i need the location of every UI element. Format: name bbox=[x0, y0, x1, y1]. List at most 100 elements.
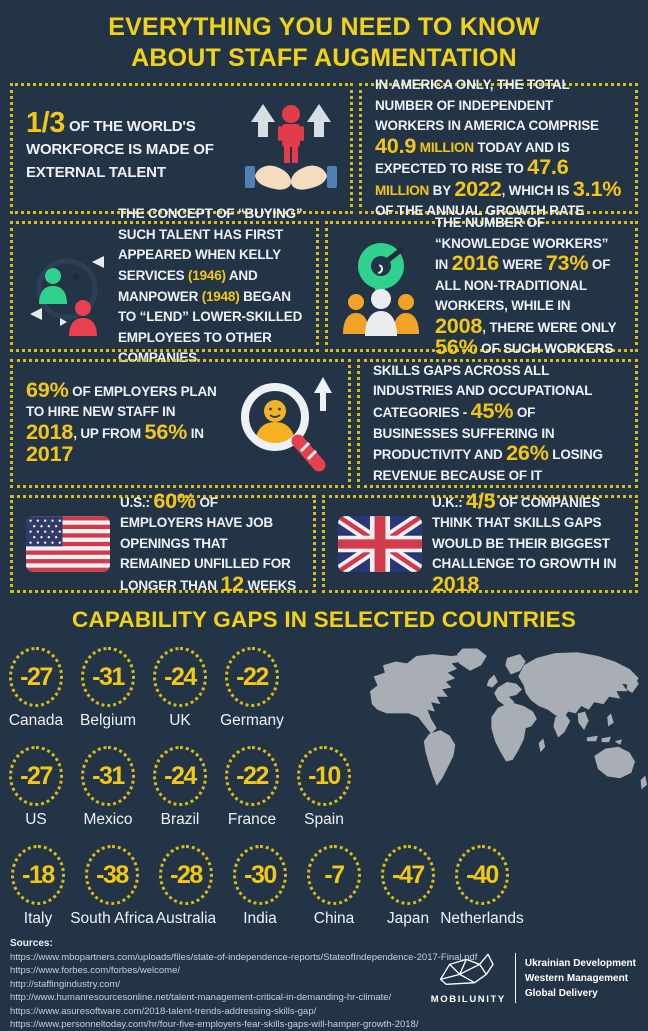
gap-value: -7 bbox=[324, 860, 345, 889]
gap-value: -22 bbox=[236, 761, 269, 790]
gap-circle: -22 bbox=[225, 647, 279, 707]
fact-us-job-openings-text: U.S.: 60% OF EMPLOYERS HAVE JOB OPENINGS… bbox=[120, 487, 297, 596]
gap-item-belgium: -31 Belgium bbox=[74, 647, 142, 730]
gap-circle: -31 bbox=[81, 647, 135, 707]
gap-country-label: Italy bbox=[23, 910, 53, 927]
gap-value: -30 bbox=[244, 860, 277, 889]
gap-country-label: Brazil bbox=[160, 811, 200, 828]
gap-value: -24 bbox=[164, 662, 197, 691]
page-title-line2: ABOUT STAFF AUGMENTATION bbox=[131, 44, 517, 72]
gap-value: -38 bbox=[96, 860, 129, 889]
gap-value: -10 bbox=[308, 761, 341, 790]
gap-country-label: Japan bbox=[386, 910, 430, 927]
gap-value: -31 bbox=[92, 662, 125, 691]
gap-circle: -10 bbox=[297, 746, 351, 806]
fact-hiring-plans-text: 69% OF EMPLOYERS PLAN TO HIRE NEW STAFF … bbox=[26, 376, 217, 466]
brand-logo-block: MOBILUNITY bbox=[431, 951, 506, 1005]
gap-item-us: -27 US bbox=[2, 746, 70, 829]
fact-independent-workers-text: IN AMERICA ONLY, THE TOTAL NUMBER OF IND… bbox=[375, 77, 622, 219]
magnifier-person-icon bbox=[241, 376, 332, 471]
fact-knowledge-workers: THE NUMBER OF “KNOWLEDGE WORKERS” IN 201… bbox=[325, 215, 638, 358]
gap-value: -27 bbox=[20, 761, 53, 790]
brand-tagline: Western Management bbox=[524, 972, 629, 984]
brand-tagline: Ukrainian Development bbox=[524, 957, 636, 969]
gap-item-india: -30 India bbox=[224, 845, 296, 928]
gap-value: -18 bbox=[22, 860, 55, 889]
gap-value: -47 bbox=[392, 860, 425, 889]
mobilunity-whale-logo bbox=[440, 953, 494, 985]
fact-uk-skills-challenge-text: U.K.: 4/5 OF COMPANIES THINK THAT SKILLS… bbox=[432, 487, 617, 596]
gap-circle: -30 bbox=[233, 845, 287, 905]
gap-item-brazil: -24 Brazil bbox=[146, 746, 214, 829]
gap-value: -22 bbox=[236, 662, 269, 691]
world-map bbox=[370, 648, 648, 790]
gap-country-label: Canada bbox=[8, 712, 64, 729]
gap-country-label: Germany bbox=[220, 712, 284, 729]
fact-row-2: THE CONCEPT OF “BUYING” SUCH TALENT HAS … bbox=[10, 206, 638, 365]
gap-item-netherlands: -40 Netherlands bbox=[440, 845, 524, 928]
knowledge-workers-icon bbox=[343, 242, 419, 336]
gap-circle: -47 bbox=[381, 845, 435, 905]
gap-value: -24 bbox=[164, 761, 197, 790]
capability-gaps-section: CAPABILITY GAPS IN SELECTED COUNTRIES bbox=[0, 607, 648, 928]
source-link[interactable]: https://www.personneltoday.com/hr/four-f… bbox=[10, 1019, 419, 1031]
gap-value: -28 bbox=[170, 860, 203, 889]
gap-country-label: Belgium bbox=[80, 712, 136, 729]
fact-knowledge-workers-text: THE NUMBER OF “KNOWLEDGE WORKERS” IN 201… bbox=[435, 215, 617, 360]
gap-item-australia: -28 Australia bbox=[150, 845, 222, 928]
gap-circle: -31 bbox=[81, 746, 135, 806]
source-link[interactable]: http://www.humanresourcesonline.net/tale… bbox=[10, 992, 392, 1004]
source-link[interactable]: https://www.mbopartners.com/uploads/file… bbox=[10, 952, 478, 963]
gap-item-france: -22 France bbox=[218, 746, 286, 829]
gap-circle: -27 bbox=[9, 647, 63, 707]
brand-taglines: Ukrainian Development Western Management… bbox=[525, 958, 636, 999]
gap-country-label: UK bbox=[169, 712, 191, 729]
gap-country-label: Spain bbox=[304, 811, 344, 828]
gap-country-label: Mexico bbox=[83, 811, 133, 828]
gap-country-label: Netherlands bbox=[440, 910, 524, 927]
gap-circle: -7 bbox=[307, 845, 361, 905]
fact-buying-talent-text: THE CONCEPT OF “BUYING” SUCH TALENT HAS … bbox=[118, 206, 303, 366]
people-exchange-icon bbox=[30, 255, 104, 336]
sources-block: Sources: https://www.mbopartners.com/upl… bbox=[10, 937, 477, 1031]
brand-tagline: Global Delivery bbox=[524, 987, 598, 999]
fact-row-4: U.S.: 60% OF EMPLOYERS HAVE JOB OPENINGS… bbox=[10, 489, 638, 594]
gap-circle: -24 bbox=[153, 647, 207, 707]
gap-item-germany: -22 Germany bbox=[218, 647, 286, 730]
gap-circle: -38 bbox=[85, 845, 139, 905]
gap-rows: -27 Canada -31 Belgium -24 UK -22 German… bbox=[2, 647, 648, 928]
gap-circle: -27 bbox=[9, 746, 63, 806]
source-link[interactable]: https://www.asuresoftware.com/2018-talen… bbox=[10, 1005, 317, 1017]
gap-country-label: France bbox=[227, 811, 277, 828]
facts-grid: 1/3 OF THE WORLD'S WORKFORCE IS MADE OF … bbox=[10, 77, 638, 594]
gap-country-label: South Africa bbox=[70, 910, 154, 927]
gap-circle: -24 bbox=[153, 746, 207, 806]
gap-country-label: Australia bbox=[155, 910, 217, 927]
fact-buying-talent: THE CONCEPT OF “BUYING” SUCH TALENT HAS … bbox=[10, 206, 319, 365]
hands-holding-person-icon bbox=[245, 103, 337, 190]
gap-circle: -18 bbox=[11, 845, 65, 905]
gap-country-label: China bbox=[313, 910, 355, 927]
gap-value: -27 bbox=[20, 662, 53, 691]
capability-gaps-title: CAPABILITY GAPS IN SELECTED COUNTRIES bbox=[71, 607, 577, 632]
gap-item-china: -7 China bbox=[298, 845, 370, 928]
fact-skills-gaps: SKILLS GAPS ACROSS ALL INDUSTRIES AND OC… bbox=[357, 359, 638, 488]
world-map-container bbox=[370, 646, 648, 804]
brand-name: MOBILUNITY bbox=[430, 994, 506, 1005]
gap-country-label: US bbox=[25, 811, 47, 828]
source-link[interactable]: https://www.forbes.com/forbes/welcome/ bbox=[10, 965, 181, 977]
gap-item-canada: -27 Canada bbox=[2, 647, 70, 730]
gap-item-mexico: -31 Mexico bbox=[74, 746, 142, 829]
gap-row-2: -27 US -31 Mexico -24 Brazil -22 France … bbox=[2, 746, 648, 829]
gap-item-italy: -18 Italy bbox=[2, 845, 74, 928]
fact-row-3: 69% OF EMPLOYERS PLAN TO HIRE NEW STAFF … bbox=[10, 359, 638, 488]
page-title-line1: EVERYTHING YOU NEED TO KNOW bbox=[108, 13, 540, 41]
gap-item-south-africa: -38 South Africa bbox=[70, 845, 154, 928]
source-link[interactable]: http://staffingindustry.com/ bbox=[10, 978, 121, 990]
gap-circle: -22 bbox=[225, 746, 279, 806]
brand-footer: MOBILUNITY Ukrainian Development Western… bbox=[431, 951, 636, 1005]
gap-item-spain: -10 Spain bbox=[290, 746, 358, 829]
gap-item-japan: -47 Japan bbox=[372, 845, 444, 928]
sources-label: Sources: bbox=[10, 938, 53, 949]
gap-circle: -28 bbox=[159, 845, 213, 905]
